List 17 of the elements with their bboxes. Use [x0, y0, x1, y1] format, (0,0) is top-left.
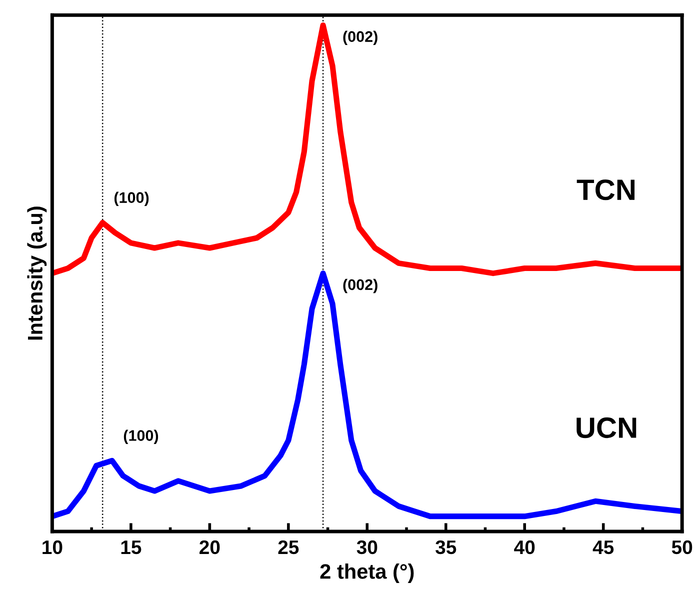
x-tick-label: 50 [672, 540, 692, 554]
y-axis-title: Intensity (a.u) [27, 206, 47, 340]
x-tick-label: 30 [356, 540, 378, 554]
x-tick-label: 35 [436, 540, 456, 554]
x-tick-label: 10 [42, 540, 62, 554]
annotation: (100) [124, 430, 158, 444]
x-tick-label: 45 [592, 540, 614, 554]
x-tick-label: 15 [121, 540, 142, 554]
x-tick-label: 40 [514, 540, 535, 554]
x-axis-title: 2 theta (°) [320, 564, 414, 583]
x-tick-label: 25 [278, 540, 299, 554]
text: UCN [576, 417, 636, 438]
annotation: (002) [343, 278, 378, 294]
text: TCN [576, 179, 634, 200]
annotation: (100) [114, 192, 149, 206]
annotation: (002) [343, 30, 378, 46]
x-tick-label: 20 [200, 540, 220, 554]
